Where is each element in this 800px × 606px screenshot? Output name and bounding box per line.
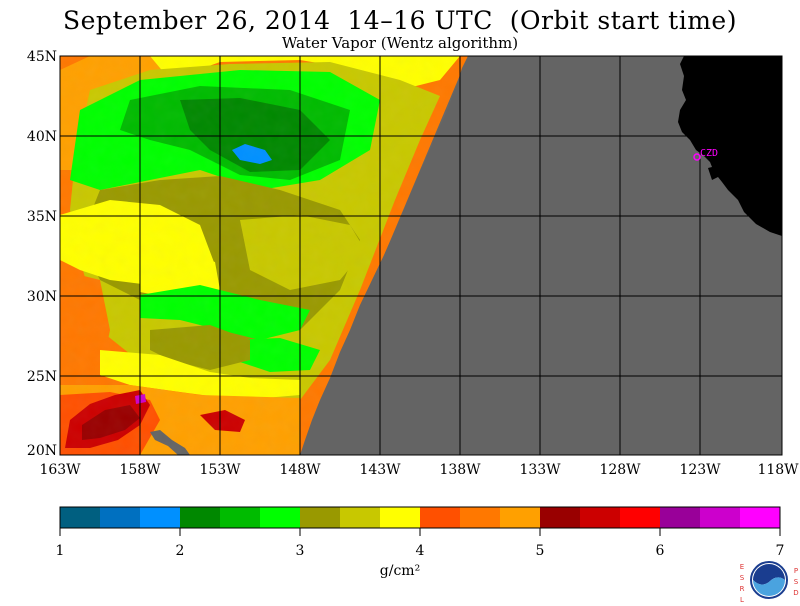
colorbar-label: 2: [175, 543, 185, 559]
colorbar-swatch: [140, 507, 181, 528]
swath-edge: [300, 56, 782, 455]
lat-axis: 45N 40N 35N 30N 25N 20N: [27, 49, 57, 459]
logo-letter: S: [793, 578, 799, 586]
lat-label: 35N: [27, 209, 57, 225]
colorbar: [60, 507, 781, 528]
colorbar-swatch: [460, 507, 501, 528]
lon-label: 138W: [439, 462, 481, 478]
colorbar-swatch: [580, 507, 621, 528]
colorbar-swatch: [100, 507, 141, 528]
colorbar-label: 1: [55, 543, 65, 559]
noaa-logo: E S R L P S D: [738, 560, 800, 604]
colorbar-swatch: [60, 507, 101, 528]
logo-letter: D: [793, 589, 799, 597]
colorbar-swatch: [380, 507, 421, 528]
lon-label: 118W: [757, 462, 799, 478]
logo-letter: L: [740, 596, 744, 604]
colorbar-swatch: [260, 507, 301, 528]
colorbar-swatch: [620, 507, 661, 528]
colorbar-label: 3: [295, 543, 305, 559]
noaa-emblem-icon: [750, 561, 788, 599]
colorbar-label: 7: [775, 543, 785, 559]
lon-label: 128W: [599, 462, 641, 478]
map-field: CZD: [60, 56, 782, 455]
lat-label: 45N: [27, 49, 57, 65]
lon-label: 143W: [359, 462, 401, 478]
colorbar-ticks: [59, 528, 781, 536]
lat-label: 30N: [27, 289, 57, 305]
lon-axis: 163W 158W 153W 148W 143W 138W 133W 128W …: [39, 462, 799, 478]
land-california: [678, 56, 782, 236]
page-title: September 26, 2014 14–16 UTC (Orbit star…: [63, 6, 737, 35]
colorbar-swatch: [340, 507, 381, 528]
map-frame: [59, 55, 783, 456]
colorbar-swatch: [420, 507, 461, 528]
station-czd: CZD: [693, 148, 718, 161]
lon-label: 123W: [679, 462, 721, 478]
lon-label: 133W: [519, 462, 561, 478]
lat-label: 25N: [27, 369, 57, 385]
colorbar-swatch: [700, 507, 741, 528]
colorbar-swatch: [660, 507, 701, 528]
lon-label: 153W: [199, 462, 241, 478]
logo-letter: R: [739, 585, 745, 593]
map-grid: [60, 56, 782, 455]
lon-label: 158W: [119, 462, 161, 478]
colorbar-swatch: [300, 507, 341, 528]
logo-letter: E: [739, 563, 745, 571]
lat-label: 20N: [27, 443, 57, 459]
colorbar-swatch: [180, 507, 221, 528]
colorbar-label: 6: [655, 543, 665, 559]
colorbar-swatch: [740, 507, 781, 528]
lat-label: 40N: [27, 129, 57, 145]
lon-label: 148W: [279, 462, 321, 478]
station-marker: [693, 153, 701, 161]
station-label: CZD: [700, 148, 718, 159]
colorbar-swatch: [500, 507, 541, 528]
colorbar-units: g/cm²: [379, 563, 421, 579]
colorbar-label: 4: [415, 543, 425, 559]
colorbar-label: 5: [535, 543, 545, 559]
colorbar-swatch: [220, 507, 261, 528]
page-subtitle: Water Vapor (Wentz algorithm): [281, 34, 519, 52]
colorbar-swatch: [540, 507, 581, 528]
logo-letter: S: [739, 574, 745, 582]
lon-label: 163W: [39, 462, 81, 478]
logo-letter: P: [793, 567, 799, 575]
